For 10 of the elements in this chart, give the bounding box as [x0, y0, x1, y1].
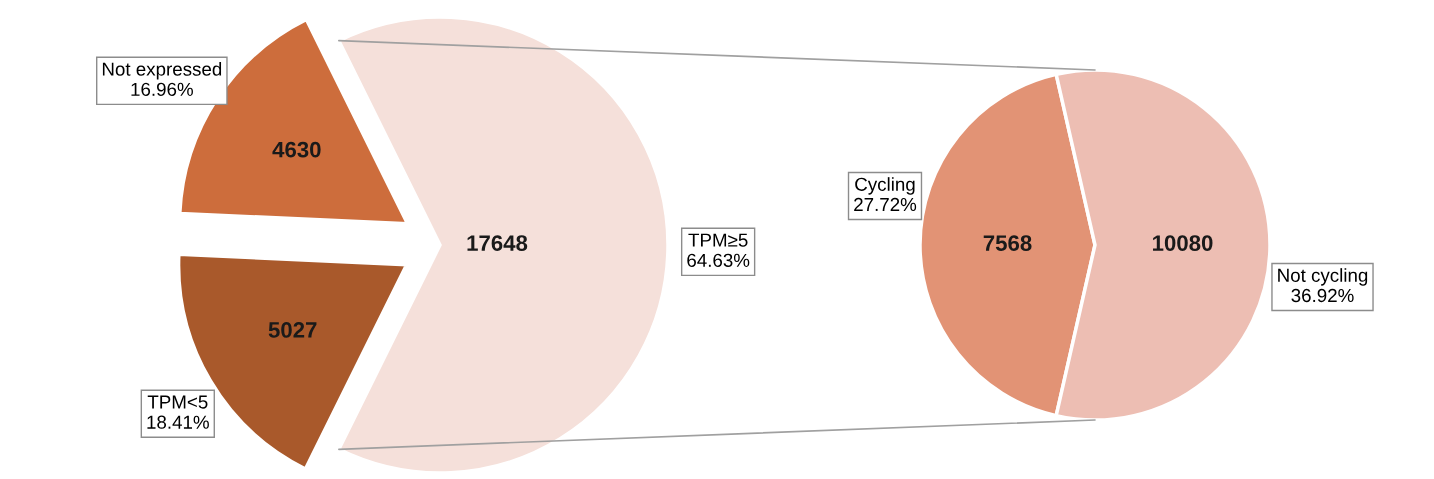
slice-label: Not expressed 16.96% — [102, 62, 222, 96]
data-label: 5027 — [268, 322, 317, 338]
slice-label: TPM<5 18.41% — [147, 395, 209, 429]
data-label: 10080 — [1153, 235, 1213, 251]
data-label: 7568 — [983, 235, 1032, 251]
slice-label: Not cycling 36.92% — [1278, 268, 1368, 303]
data-label: 4630 — [272, 141, 321, 158]
slice-label: TPM≥5 64.63% — [687, 233, 750, 267]
slice-label: Cycling 27.72% — [854, 177, 917, 212]
data-label: 17648 — [467, 235, 528, 251]
